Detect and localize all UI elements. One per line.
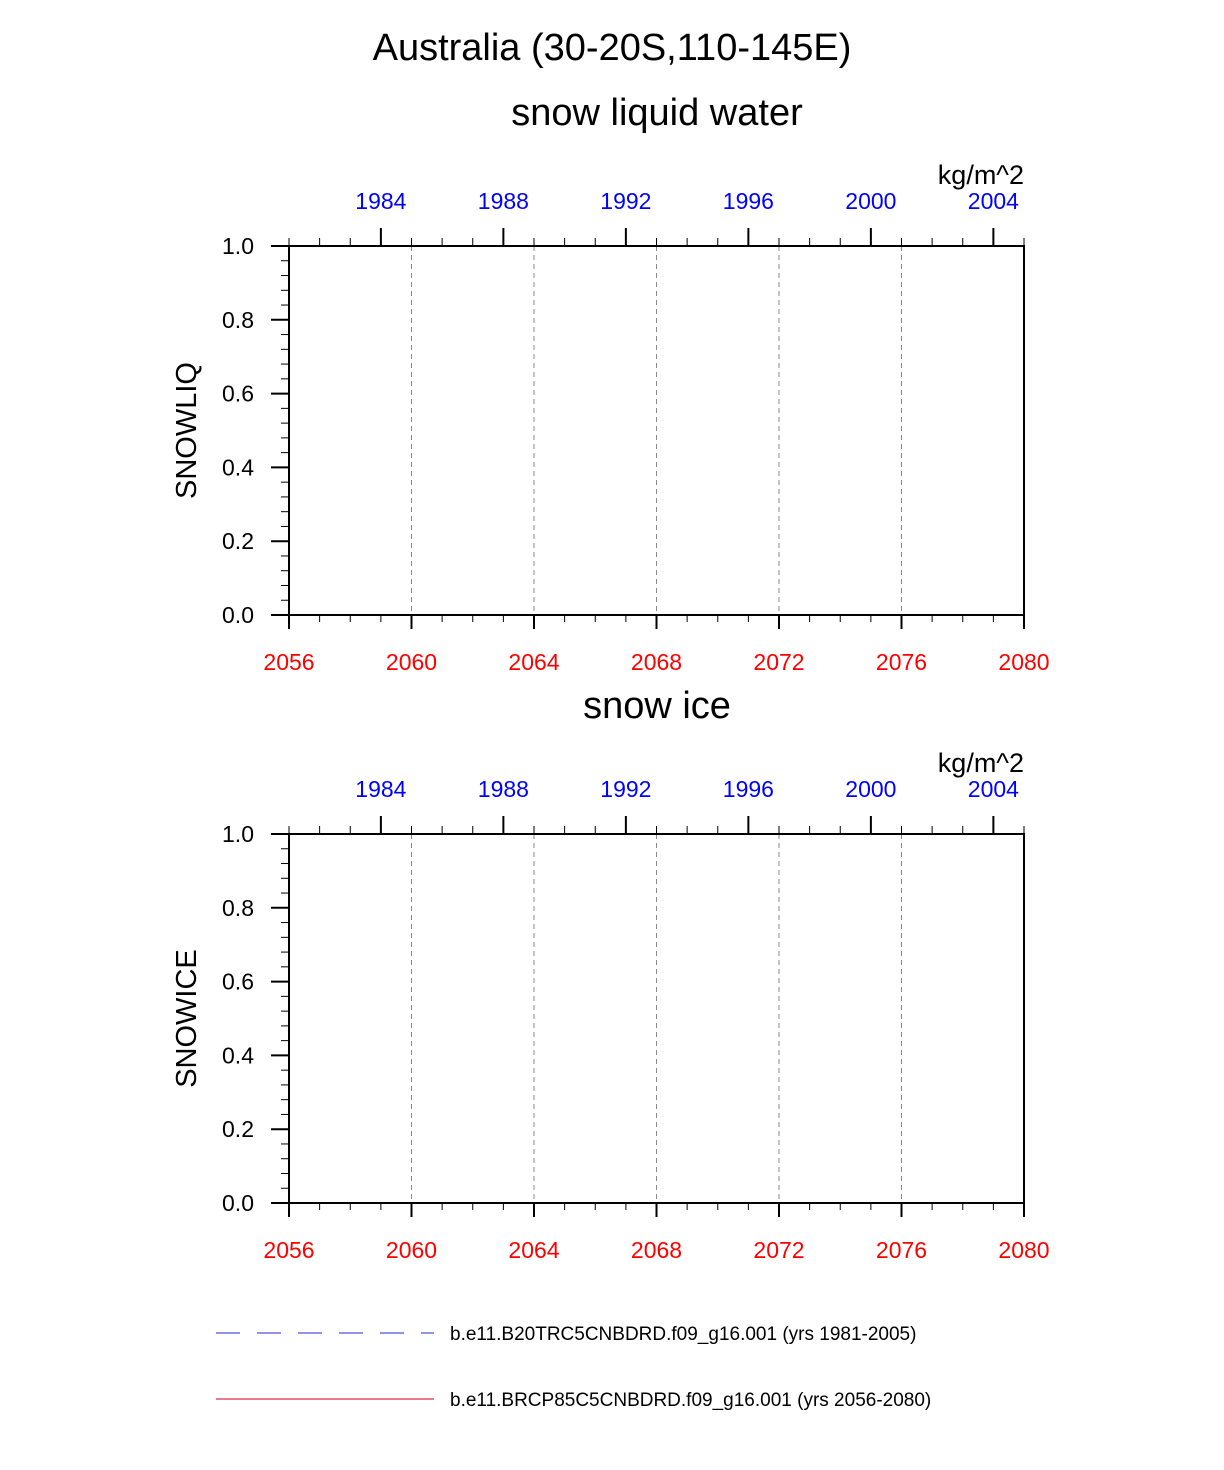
top-tick-label: 2000 <box>845 776 896 802</box>
x-tick-label: 2076 <box>876 649 927 675</box>
x-tick-label: 2072 <box>753 1237 804 1263</box>
x-tick-label: 2056 <box>263 1237 314 1263</box>
x-tick-label: 2064 <box>508 1237 559 1263</box>
x-tick-label: 2060 <box>386 649 437 675</box>
top-tick-label: 1988 <box>478 776 529 802</box>
legend-item: b.e11.BRCP85C5CNBDRD.f09_g16.001 (yrs 20… <box>216 1390 931 1411</box>
y-tick-label: 1.0 <box>222 233 254 259</box>
x-tick-label: 2076 <box>876 1237 927 1263</box>
y-tick-label: 0.0 <box>222 1190 254 1216</box>
chart-panels: snow liquid water kg/m^2 SNOWLIQ 2056 2060 20… <box>171 92 1050 1263</box>
chart-panel: snow ice kg/m^2 SNOWICE 2056 2060 2064 2068 207… <box>171 685 1050 1263</box>
y-tick-label: 0.6 <box>222 969 254 995</box>
x-tick-label: 2060 <box>386 1237 437 1263</box>
top-tick-label: 1992 <box>600 188 651 214</box>
top-tick-label: 1988 <box>478 188 529 214</box>
panel-title: snow liquid water <box>511 92 803 134</box>
top-tick-label: 2004 <box>968 776 1019 802</box>
x-tick-label: 2080 <box>998 1237 1049 1263</box>
top-tick-label: 1996 <box>723 188 774 214</box>
y-tick-label: 0.4 <box>222 1042 254 1068</box>
top-tick-label: 2000 <box>845 188 896 214</box>
y-tick-label: 0.0 <box>222 602 254 628</box>
legend: b.e11.B20TRC5CNBDRD.f09_g16.001 (yrs 198… <box>216 1324 931 1411</box>
x-tick-label: 2064 <box>508 649 559 675</box>
y-tick-label: 1.0 <box>222 821 254 847</box>
y-tick-label: 0.8 <box>222 307 254 333</box>
chart-panel: snow liquid water kg/m^2 SNOWLIQ 2056 2060 20… <box>171 92 1050 675</box>
units-label: kg/m^2 <box>938 160 1024 190</box>
x-tick-label: 2068 <box>631 649 682 675</box>
x-tick-label: 2072 <box>753 649 804 675</box>
legend-item: b.e11.B20TRC5CNBDRD.f09_g16.001 (yrs 198… <box>216 1324 916 1345</box>
x-tick-label: 2080 <box>998 649 1049 675</box>
y-tick-label: 0.6 <box>222 381 254 407</box>
x-tick-label: 2056 <box>263 649 314 675</box>
y-tick-label: 0.4 <box>222 454 254 480</box>
y-axis-label: SNOWLIQ <box>171 362 203 499</box>
top-tick-label: 1996 <box>723 776 774 802</box>
x-tick-label: 2068 <box>631 1237 682 1263</box>
y-tick-label: 0.2 <box>222 1116 254 1142</box>
legend-label: b.e11.B20TRC5CNBDRD.f09_g16.001 (yrs 198… <box>450 1324 916 1345</box>
y-tick-label: 0.2 <box>222 528 254 554</box>
y-axis-label: SNOWICE <box>171 949 203 1088</box>
y-tick-label: 0.8 <box>222 895 254 921</box>
top-tick-label: 1984 <box>355 188 406 214</box>
figure-title: Australia (30-20S,110-145E) <box>373 27 852 69</box>
legend-label: b.e11.BRCP85C5CNBDRD.f09_g16.001 (yrs 20… <box>450 1390 931 1411</box>
panel-title: snow ice <box>583 685 731 727</box>
top-tick-label: 1992 <box>600 776 651 802</box>
units-label: kg/m^2 <box>938 748 1024 778</box>
top-tick-label: 1984 <box>355 776 406 802</box>
top-tick-label: 2004 <box>968 188 1019 214</box>
